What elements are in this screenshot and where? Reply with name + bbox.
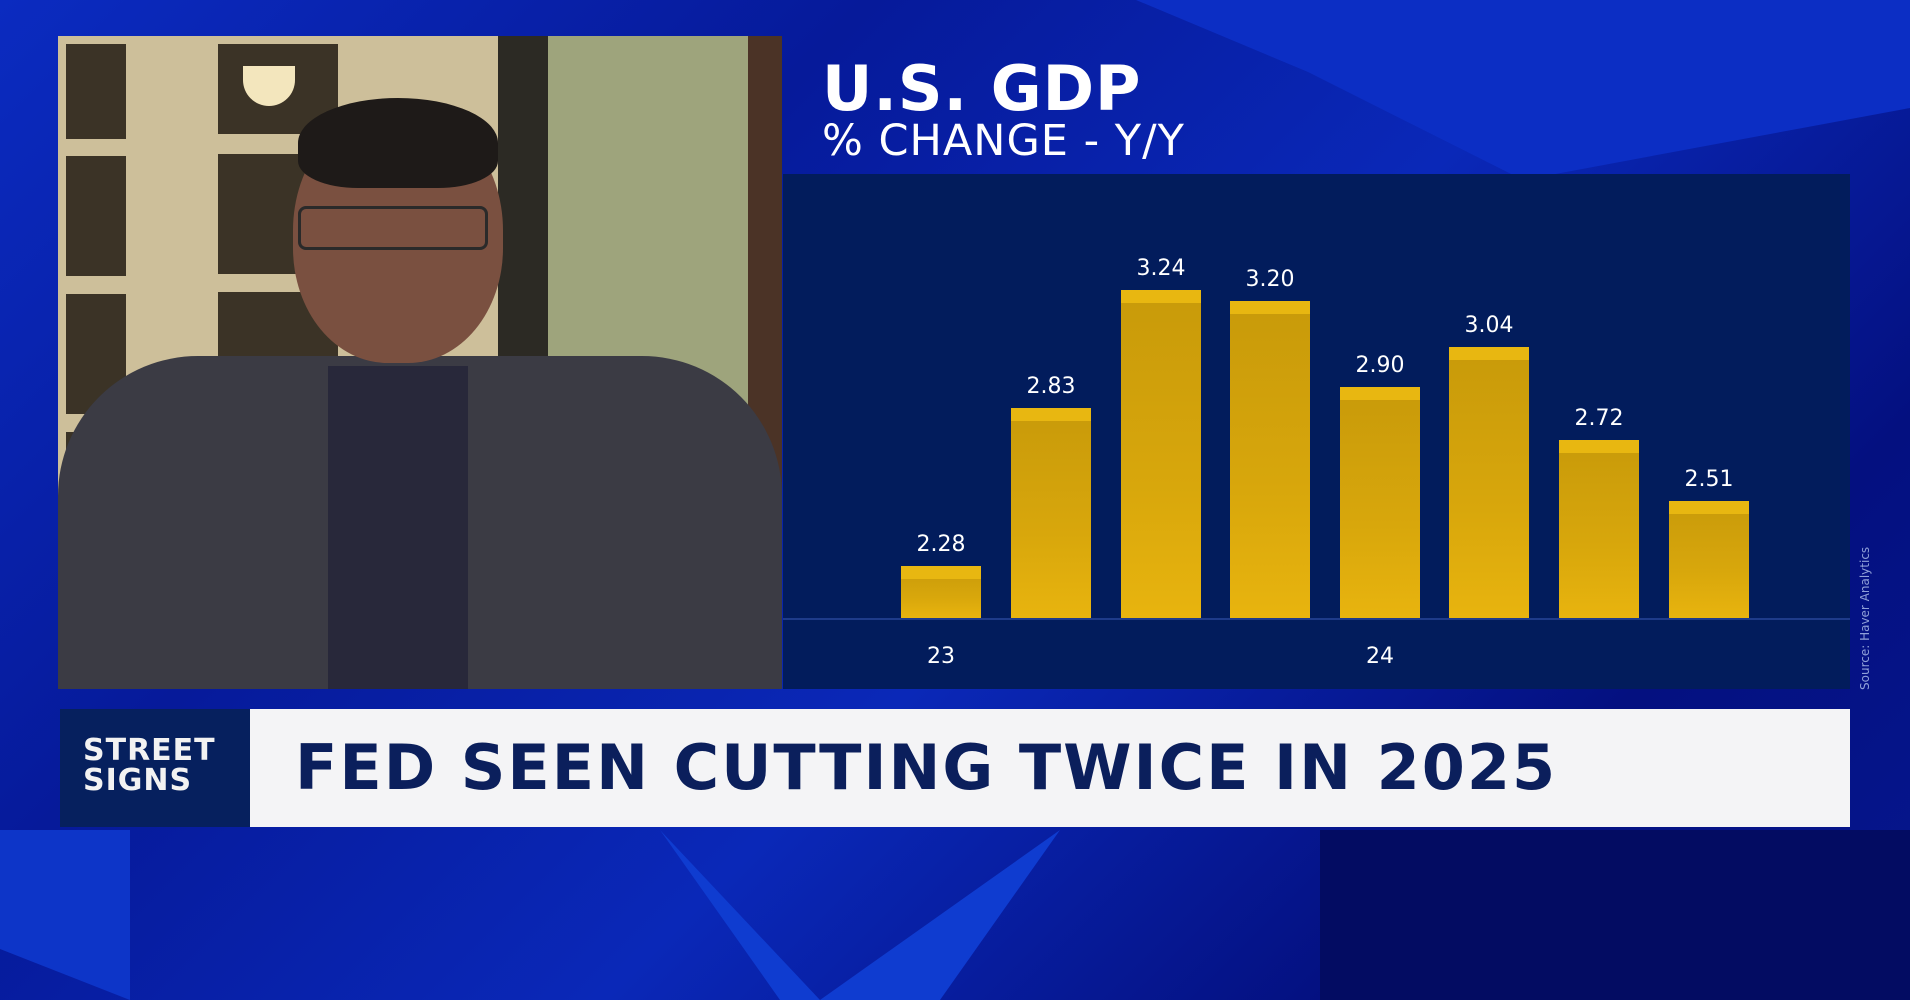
bar-cap (1340, 387, 1420, 400)
guest-shirt (328, 366, 468, 689)
bg-facet (1320, 830, 1910, 1000)
chart-subtitle: % CHANGE - Y/Y (822, 116, 1185, 166)
bar-cap (1121, 290, 1201, 303)
bar-value-label: 2.90 (1355, 353, 1405, 378)
show-name: STREET SIGNS (83, 736, 216, 796)
show-logo-box: STREET SIGNS (60, 709, 250, 827)
gdp-bar-chart: 2.28 2.83 3.24 3.20 2.90 3.04 2.72 2.51 23 24 (783, 174, 1850, 689)
bar-3 (1121, 290, 1201, 618)
door-pane (66, 156, 126, 276)
bar-value-label: 2.28 (916, 532, 966, 557)
bar-8 (1669, 501, 1749, 618)
bg-facet (660, 830, 1060, 1000)
bar-value-label: 3.20 (1245, 267, 1295, 292)
chart-source: Source: Haver Analytics (1858, 546, 1872, 690)
chart-baseline (783, 618, 1850, 620)
chart-title: U.S. GDP (822, 52, 1142, 125)
bar-value-label: 2.83 (1026, 374, 1076, 399)
bar-cap (901, 566, 981, 579)
guest-video-feed (58, 36, 782, 689)
bar-6 (1449, 347, 1529, 618)
bar-cap (1449, 347, 1529, 360)
show-name-line2: SIGNS (83, 763, 193, 798)
x-axis-label: 23 (927, 644, 955, 669)
bar-value-label: 2.72 (1574, 406, 1624, 431)
show-name-line1: STREET (83, 733, 216, 768)
bar-5 (1340, 387, 1420, 618)
ceiling-lamp (243, 66, 295, 106)
bar-7 (1559, 440, 1639, 618)
bg-facet (0, 830, 130, 1000)
bar-cap (1559, 440, 1639, 453)
guest-glasses (298, 206, 488, 250)
headline-banner: FED SEEN CUTTING TWICE IN 2025 (250, 709, 1850, 827)
guest-hair (298, 98, 498, 188)
bar-cap (1011, 408, 1091, 421)
bar-cap (1669, 501, 1749, 514)
bar-2 (1011, 408, 1091, 618)
door-pane (66, 44, 126, 139)
bar-4 (1230, 301, 1310, 618)
bar-1 (901, 566, 981, 618)
headline-text: FED SEEN CUTTING TWICE IN 2025 (295, 731, 1558, 804)
bar-cap (1230, 301, 1310, 314)
bar-value-label: 3.24 (1136, 256, 1186, 281)
bar-value-label: 2.51 (1684, 467, 1734, 492)
bar-value-label: 3.04 (1464, 313, 1514, 338)
x-axis-label: 24 (1366, 644, 1394, 669)
